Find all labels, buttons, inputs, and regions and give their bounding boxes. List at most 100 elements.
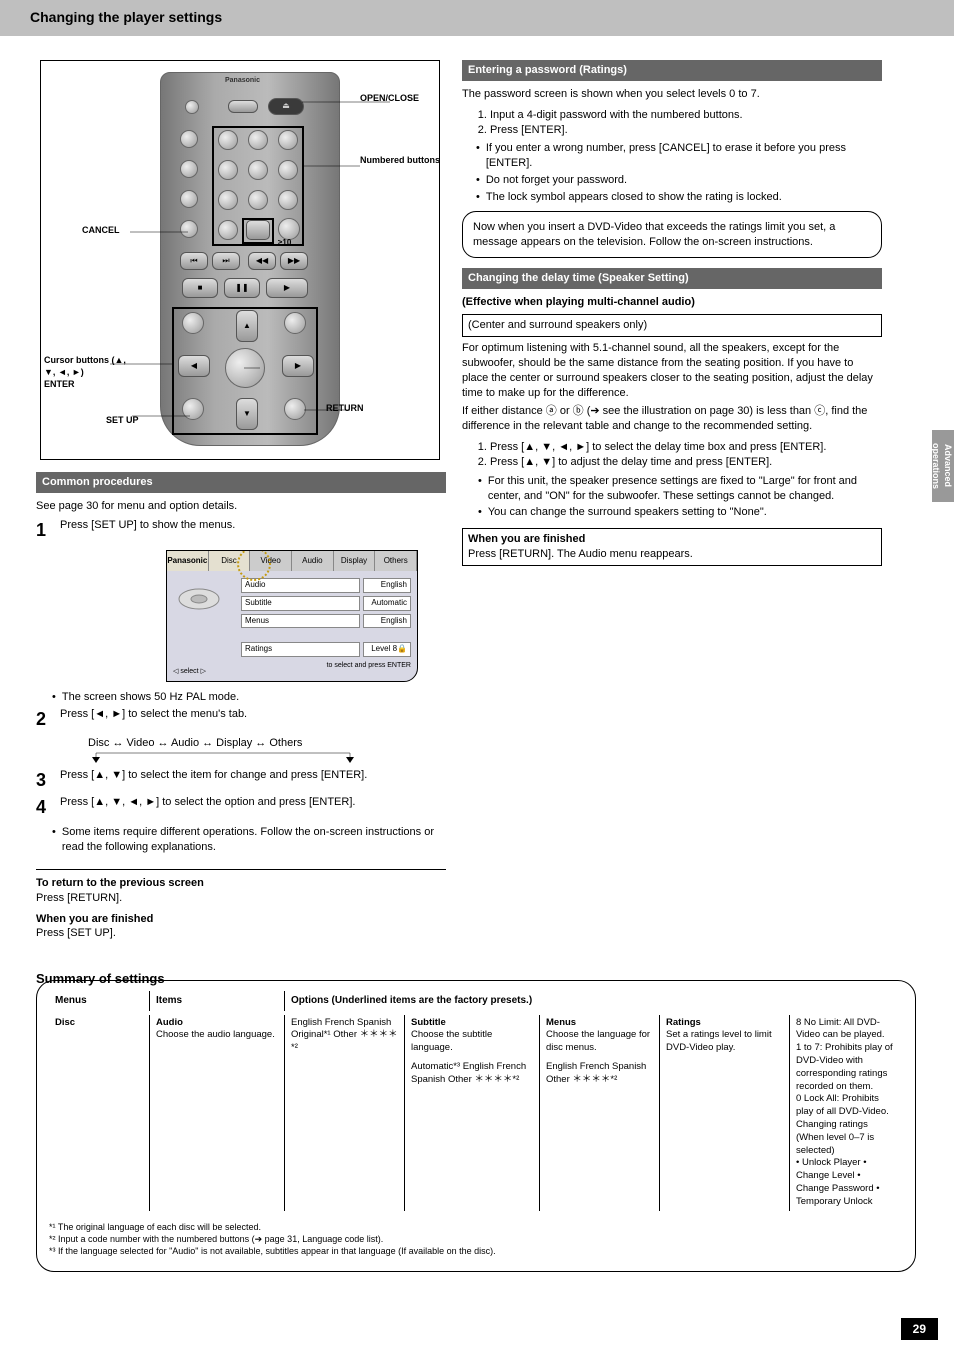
lbl-cancel: CANCEL [82,224,120,236]
lbl-openclose: OPEN/CLOSE [360,92,419,104]
bt-opts-1: Automatic*³ English French Spanish Other… [411,1061,533,1087]
pw-b-2: The lock symbol appears closed to show t… [476,190,882,205]
bt-h-1: Items [149,991,284,1011]
prev-button: ⏮ [180,252,208,270]
bt-opts-0: English French Spanish Original*¹ Other … [291,1017,398,1055]
remote-side-btn [180,130,198,148]
open-close-button: ⏏ [268,98,304,115]
step-4: 4 Press [▲, ▼, ◄, ►] to select the optio… [36,795,446,819]
lbl-numbered: Numbered buttons [360,154,440,166]
speaker-steps: Press [▲, ▼, ◄, ►] to select the delay t… [490,440,882,470]
seq-tabs: Disc ↔ Video ↔ Audio ↔ Display ↔ Others [88,736,446,751]
pw-b-1: Do not forget your password. [476,173,882,188]
remote-side-btn3 [180,190,198,208]
osd-v-3: Level 8 🔒 [363,642,411,657]
finished-body: Press [SET UP]. [36,926,446,941]
step-num-2: 2 [36,707,60,731]
bt-item-2: Menus [546,1017,653,1030]
bt-body-2: Choose the language for disc menus. [546,1029,653,1055]
play-button: ▶ [266,278,308,298]
common-title: Common procedures [36,472,446,493]
rew-button: ◀◀ [248,252,276,270]
bt-footnotes: *¹ The original language of each disc wi… [49,1221,903,1257]
lbl-cursor: Cursor buttons (▲, ▼, ◄, ►)ENTER [44,354,134,390]
step-num-1: 1 [36,518,60,542]
pw-b-0: If you enter a wrong number, press [CANC… [476,141,882,171]
step-num-4: 4 [36,795,60,819]
step-text-1: Press [SET UP] to show the menus. [60,518,446,542]
osd-k-3: Ratings [241,642,360,657]
lbl-return: RETURN [326,402,364,414]
speaker-title: Changing the delay time (Speaker Setting… [462,268,882,289]
bt-menu: Disc [49,1015,149,1211]
fn-0: *¹ The original language of each disc wi… [49,1221,903,1233]
step-1: 1 Press [SET UP] to show the menus. [36,518,446,542]
page-number: 29 [901,1318,938,1340]
bt-opts-2: English French Spanish Other ＊＊＊＊*² [546,1061,653,1087]
stop-button: ■ [182,278,218,298]
cb-text-0: Some items require different operations.… [62,825,446,855]
osd-tabs: Panasonic Disc Video Audio Display Other… [167,551,417,571]
sp-step-2: Press [▲, ▼] to adjust the delay time an… [490,455,882,470]
sp-finish-b: Press [RETURN]. The Audio menu reappears… [468,547,876,562]
step-num-3: 3 [36,768,60,792]
fn-2: *³ If the language selected for "Audio" … [49,1245,903,1257]
step-text-3: Press [▲, ▼] to select the item for chan… [60,768,446,792]
return-to: To return to the previous screen [36,876,446,891]
next-button: ⏭ [212,252,240,270]
bt-head: Menus Items Options (Underlined items ar… [49,991,903,1011]
step-text-2: Press [◄, ►] to select the menu's tab. [60,707,446,731]
password-steps: Input a 4-digit password with the number… [490,108,882,138]
finished-h: When you are finished [36,912,446,927]
osd-v-1: Automatic [363,596,411,611]
pause-button: ❚❚ [224,278,260,298]
seq-arrow [88,751,368,765]
osd-mock: Panasonic Disc Video Audio Display Other… [166,550,418,682]
hl-ge10 [242,218,274,244]
return-body: Press [RETURN]. [36,891,446,906]
hl-cursor-enter [172,307,318,435]
sp-b1-t: You can change the surround speakers set… [488,505,767,520]
osd-k-2: Menus [241,614,360,629]
osd-rows: AudioEnglish SubtitleAutomatic MenusEngl… [237,571,417,681]
remote-brand: Panasonic [225,76,260,85]
fn-1: *² Input a code number with the numbered… [49,1233,903,1245]
sp-b-0: For this unit, the speaker presence sett… [478,474,882,504]
step-text-4: Press [▲, ▼, ◄, ►] to select the option … [60,795,446,819]
seq-tabs-block: Disc ↔ Video ↔ Audio ↔ Display ↔ Others [88,736,446,765]
bt-h-0: Menus [49,991,149,1011]
power-button [185,100,199,114]
pw-b2-t: The lock symbol appears closed to show t… [486,190,782,205]
sp-b0-t: For this unit, the speaker presence sett… [488,474,882,504]
speaker-box: (Center and surround speakers only) [462,314,882,337]
disc-icon [171,575,227,625]
pw-step-1: Input a 4-digit password with the number… [490,108,882,123]
osd-tab-3: Display [334,551,376,571]
speaker-body1: For optimum listening with 5.1-channel s… [462,341,882,400]
pw-b1-t: Do not forget your password. [486,173,627,188]
sp-finish-box: When you are finished Press [RETURN]. Th… [462,528,882,566]
osd-tab-4: Others [375,551,417,571]
speaker-heading: (Effective when playing multi-channel au… [462,295,882,310]
osd-tab-brand: Panasonic [167,551,209,571]
bt-opts-3: 8 No Limit: All DVD-Video can be played.… [789,1015,899,1211]
common-bullet-screen: The screen shows 50 Hz PAL mode. [52,690,446,705]
osd-tab-2: Audio [292,551,334,571]
page-title: Changing the player settings [30,8,222,27]
osd-hint: to select and press ENTER [241,661,411,670]
cancel-button [180,220,198,238]
bt-body-1: Choose the subtitle language. [411,1029,533,1055]
pw-b0-t: If you enter a wrong number, press [CANC… [486,141,882,171]
step-2: 2 Press [◄, ►] to select the menu's tab. [36,707,446,731]
cb-text-1: The screen shows 50 Hz PAL mode. [62,690,239,705]
osd-v-2: English [363,614,411,629]
common-note: See page 30 for menu and option details. [36,499,446,514]
right-column: Entering a password (Ratings) The passwo… [462,60,882,570]
osd-left-icon: ◁ select ▷ [167,571,237,681]
step-3: 3 Press [▲, ▼] to select the item for ch… [36,768,446,792]
sp-finish-h: When you are finished [468,532,876,547]
osd-v-0: English [363,578,411,593]
left-column: Common procedures See page 30 for menu a… [36,472,446,941]
osd-k-1: Subtitle [241,596,360,611]
bt-item-0: Audio [156,1017,278,1030]
